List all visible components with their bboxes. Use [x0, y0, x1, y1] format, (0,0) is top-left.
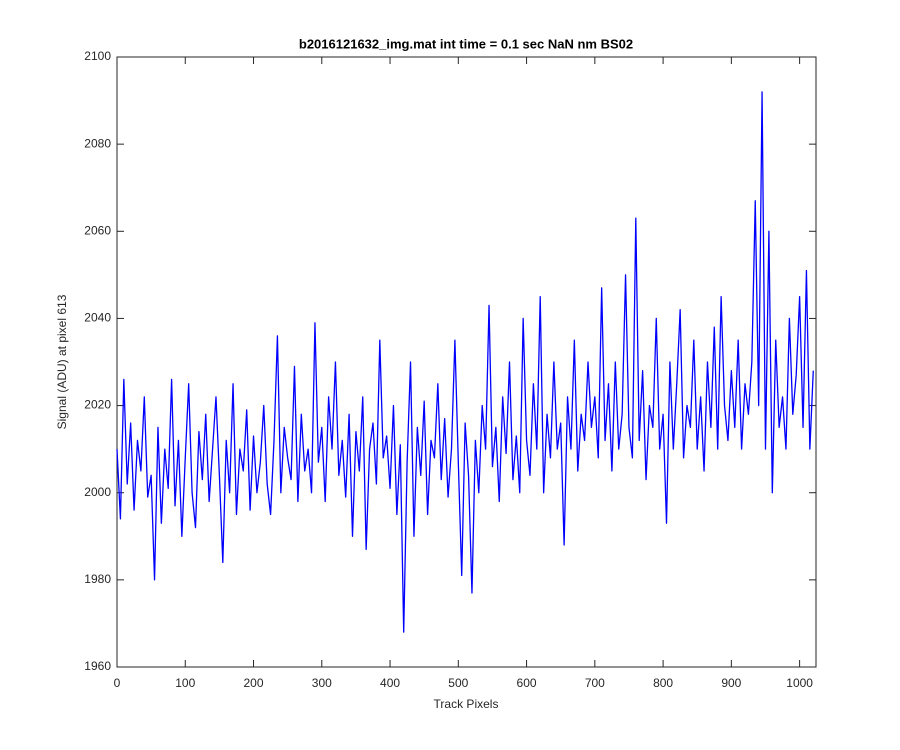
x-tick-label: 900	[721, 676, 741, 690]
x-axis-label: Track Pixels	[434, 697, 499, 711]
y-tick-label: 2100	[84, 49, 111, 63]
x-tick-label: 800	[653, 676, 673, 690]
data-line	[116, 91, 814, 633]
x-tick-label: 700	[585, 676, 605, 690]
y-tick-label: 1960	[84, 659, 111, 673]
x-tick-label: 400	[380, 676, 400, 690]
y-tick-label: 2040	[84, 311, 111, 325]
x-tick-label: 200	[244, 676, 264, 690]
x-tick-label: 1000	[786, 676, 813, 690]
x-tick-label: 500	[448, 676, 468, 690]
plot-box	[116, 56, 817, 668]
x-tick-label: 0	[114, 676, 121, 690]
chart-title: b2016121632_img.mat int time = 0.1 sec N…	[299, 36, 633, 51]
x-tick-label: 300	[312, 676, 332, 690]
y-tick-label: 2080	[84, 136, 111, 150]
x-tick-label: 100	[175, 676, 195, 690]
y-axis-label: Signal (ADU) at pixel 613	[55, 294, 69, 429]
y-tick-label: 2060	[84, 223, 111, 237]
y-tick-label: 2000	[84, 485, 111, 499]
y-tick-label: 1980	[84, 572, 111, 586]
x-tick-label: 600	[517, 676, 537, 690]
y-tick-label: 2020	[84, 398, 111, 412]
